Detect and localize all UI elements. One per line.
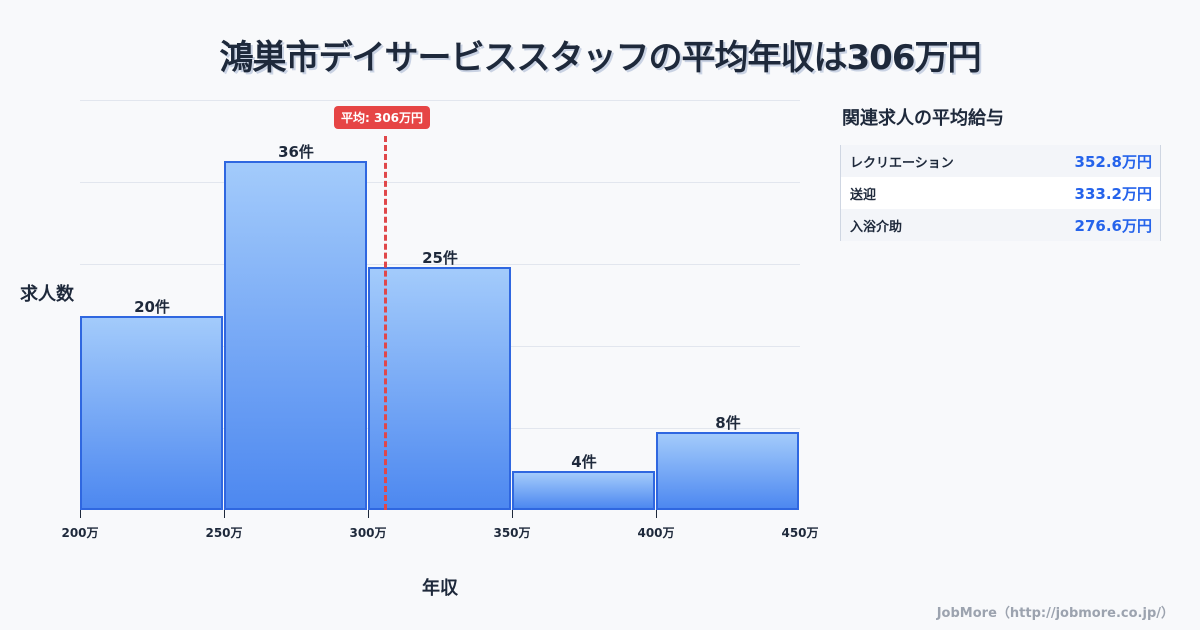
job-category-name: 入浴介助	[850, 219, 903, 235]
histogram-plot: 20件 36件 25件 4件 8件 平均: 306万円	[80, 100, 800, 510]
histogram-bar	[656, 432, 799, 510]
x-tick-label: 400万	[637, 526, 675, 540]
histogram-bar	[80, 316, 223, 510]
x-tick	[224, 510, 225, 518]
related-salary-table: レクリエーション 352.8万円 送迎 333.2万円 入浴介助 276.6万円	[840, 145, 1161, 241]
job-category-name: レクリエーション	[850, 155, 954, 171]
bar-value-label: 20件	[134, 298, 170, 316]
page-title: 鴻巣市デイサービススタッフの平均年収は306万円	[219, 38, 982, 78]
x-tick	[512, 510, 513, 518]
source-credit: JobMore（http://jobmore.co.jp/）	[936, 606, 1174, 621]
bar-value-label: 25件	[422, 249, 458, 267]
bar-value-label: 4件	[571, 453, 597, 471]
histogram-bar	[512, 471, 655, 510]
x-tick-label: 200万	[61, 526, 99, 540]
x-tick-label: 250万	[205, 526, 243, 540]
related-salary-title: 関連求人の平均給与	[842, 108, 1004, 129]
x-tick	[80, 510, 81, 518]
job-category-name: 送迎	[850, 187, 877, 203]
x-tick-label: 300万	[349, 526, 387, 540]
histogram-bar	[368, 267, 511, 510]
related-salary-row: レクリエーション 352.8万円	[841, 145, 1160, 177]
mean-badge: 平均: 306万円	[334, 106, 431, 129]
job-category-salary: 276.6万円	[1074, 216, 1152, 235]
x-tick	[368, 510, 369, 518]
job-category-salary: 352.8万円	[1074, 152, 1152, 171]
mean-line	[384, 136, 387, 510]
x-axis-label: 年収	[422, 578, 458, 599]
x-tick	[656, 510, 657, 518]
y-axis-label: 求人数	[20, 284, 74, 305]
bar-value-label: 8件	[715, 414, 741, 432]
x-tick-label: 350万	[493, 526, 531, 540]
gridline	[80, 182, 800, 183]
gridline	[80, 264, 800, 265]
job-category-salary: 333.2万円	[1074, 184, 1152, 203]
related-salary-row: 送迎 333.2万円	[841, 177, 1160, 209]
histogram-bar	[224, 161, 367, 510]
gridline	[80, 100, 800, 101]
x-tick-label: 450万	[781, 526, 819, 540]
related-salary-row: 入浴介助 276.6万円	[841, 209, 1160, 241]
bar-value-label: 36件	[278, 143, 314, 161]
